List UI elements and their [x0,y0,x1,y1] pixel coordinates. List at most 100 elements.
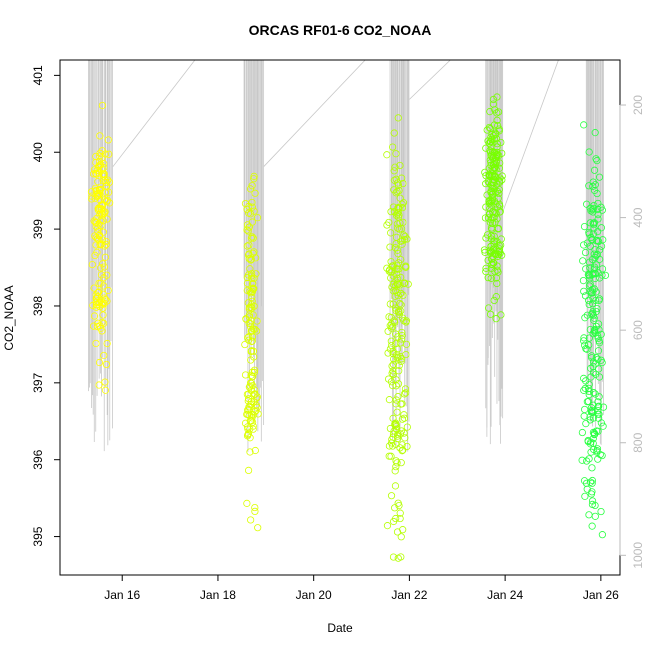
data-point [498,176,506,184]
data-point [387,229,395,237]
data-point [248,287,257,296]
data-point [402,262,410,270]
data-point [485,304,493,312]
data-point [251,407,259,416]
data-point [397,427,406,435]
data-point [96,149,104,157]
data-point [98,300,106,308]
data-point [594,455,602,463]
data-point [490,237,498,245]
data-point [105,178,114,186]
data-point [390,427,398,435]
data-point [597,242,606,250]
data-point [582,345,590,353]
data-point [588,479,596,487]
data-point [250,398,258,406]
data-point [244,466,253,474]
data-point [251,189,259,197]
data-point [402,317,411,325]
x-tick-label: Jan 22 [391,588,427,602]
data-point [588,289,596,297]
data-point [400,414,409,422]
data-point [580,222,589,231]
data-point [483,231,492,239]
data-point [580,412,588,420]
x-tick-label: Jan 24 [487,588,523,602]
data-point [247,347,255,356]
data-point [250,207,258,215]
data-point [586,219,594,227]
data-point [400,390,409,398]
data-point [590,250,598,258]
data-point [489,100,498,108]
data-point [94,178,102,186]
data-point [595,173,604,181]
data-point [92,170,100,178]
data-point [245,411,253,420]
data-point [487,274,495,282]
data-point [248,326,256,335]
data-point [588,310,596,318]
data-point [246,210,255,218]
data-point [494,268,502,276]
data-point [586,242,594,250]
data-point [392,514,400,523]
data-point [251,446,259,455]
data-point [394,333,402,341]
data-point [386,243,394,251]
data-point [493,93,501,101]
data-point [243,279,252,288]
pressure-trace [88,60,604,452]
data-point [594,211,602,219]
data-point [492,135,501,143]
data-point [389,382,397,390]
data-point [591,269,600,278]
data-point [391,504,399,512]
data-point [493,187,502,196]
data-point [490,296,498,305]
data-point [94,192,102,200]
data-point [398,240,406,248]
data-point [385,452,393,460]
data-point [484,214,493,222]
data-point [249,311,257,319]
data-point [389,300,397,308]
data-point [585,258,594,266]
data-point [383,522,392,530]
data-point [581,492,589,500]
data-point [244,227,252,235]
data-point [394,499,402,507]
data-point [103,215,111,223]
data-point [487,224,496,232]
data-point [397,289,405,297]
data-point [399,199,408,207]
data-point [594,347,603,355]
data-point [585,274,594,282]
data-point [578,428,586,437]
right-tick-label: 400 [631,207,645,227]
data-point [485,179,493,187]
data-point [395,265,403,273]
data-point [244,397,252,405]
data-point [585,334,593,342]
data-point [393,288,401,297]
data-point [579,277,588,285]
data-point [487,264,496,272]
data-point [484,274,492,282]
data-point [248,270,256,278]
data-point [95,157,104,166]
data-point [488,172,497,180]
right-axis: 200 400 600 800 1000 [619,95,645,569]
data-point [486,310,495,318]
data-point [101,295,110,304]
data-point [243,242,251,250]
data-point [245,305,253,313]
data-point [582,265,590,273]
data-point [392,150,400,158]
data-point [593,304,601,313]
data-point [400,235,409,244]
data-point [598,451,606,460]
data-point [498,172,506,180]
data-point [579,257,587,265]
data-point [587,287,595,295]
